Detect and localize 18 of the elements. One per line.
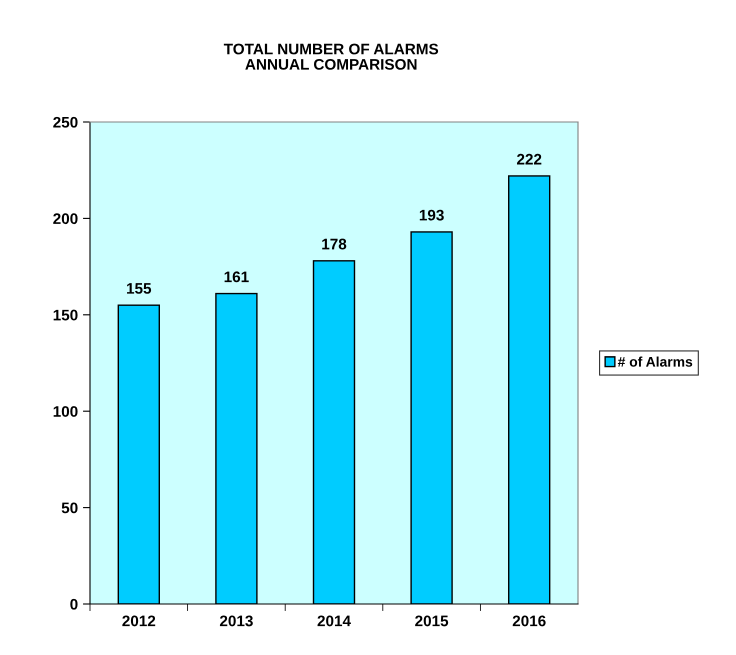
x-tick-label: 2016 xyxy=(512,616,546,626)
data-label: 178 xyxy=(322,238,346,250)
x-tick-label: 2013 xyxy=(220,616,253,626)
y-tick-label: 200 xyxy=(53,213,78,224)
y-tick-label: 250 xyxy=(53,116,78,128)
y-tick-label: 100 xyxy=(54,406,78,417)
legend-label: # of Alarms xyxy=(618,356,692,367)
y-tick-label: 50 xyxy=(62,502,78,514)
x-tick-label: 2012 xyxy=(122,616,156,626)
data-label: 161 xyxy=(224,271,249,282)
data-label: 193 xyxy=(420,210,444,221)
y-tick-label: 0 xyxy=(70,598,78,610)
data-label: 222 xyxy=(516,154,542,164)
chart-title: TOTAL NUMBER OF ALARMS ANNUAL COMPARISON xyxy=(224,44,438,70)
data-label: 155 xyxy=(127,283,152,294)
y-tick-label: 150 xyxy=(54,310,78,320)
x-tick-label: 2015 xyxy=(415,616,448,626)
x-tick-label: 2014 xyxy=(318,616,351,626)
